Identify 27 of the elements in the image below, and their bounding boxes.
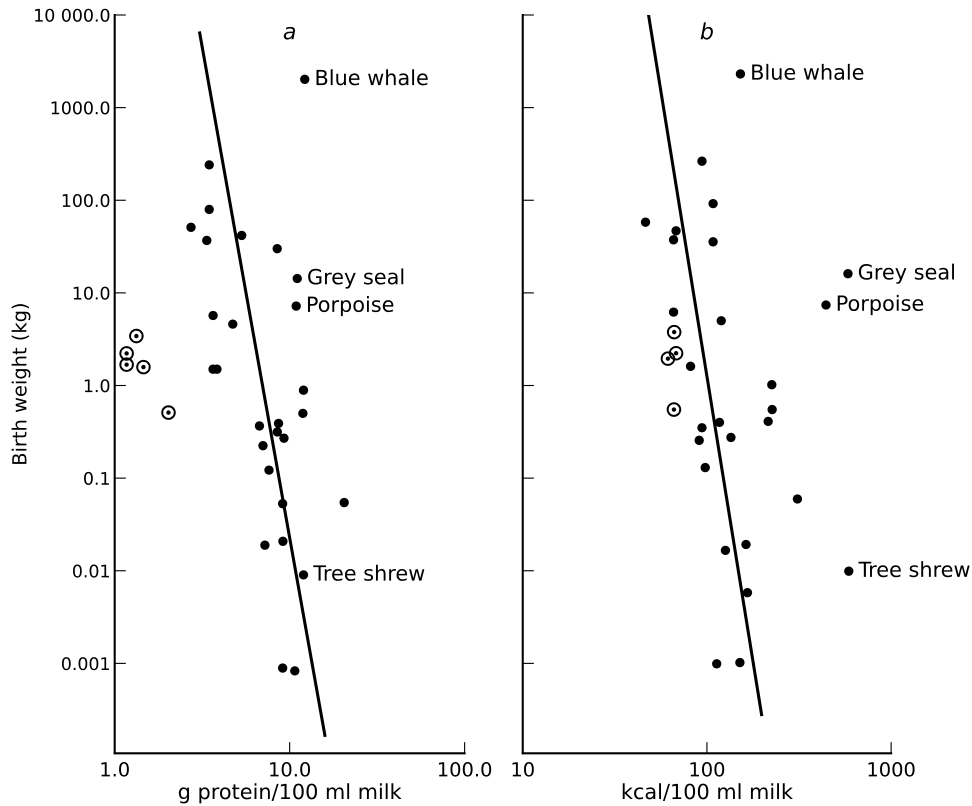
x-axis-title: g protein/100 ml milk	[178, 783, 402, 804]
annotation: Tree shrew	[313, 564, 424, 581]
annotation: Porpoise	[838, 294, 924, 316]
y-tick-label: 10.0	[74, 286, 110, 300]
x-tick-label: 1.0	[101, 762, 129, 777]
y-tick-label: 1.0	[84, 379, 110, 392]
annotation: Blue whale	[752, 64, 864, 80]
x-tick-label: 1000	[868, 762, 915, 777]
y-tick-label: 10 000.0	[35, 8, 110, 22]
annotation: Tree shrew	[858, 561, 970, 578]
chart-title: a	[284, 26, 295, 40]
y-tick-label: 0.1	[84, 472, 109, 485]
x-tick-label: 100	[690, 762, 724, 777]
y-tick-label: 100.0	[62, 194, 110, 208]
annotation: Blue whale	[316, 69, 428, 86]
chart-title: b	[700, 22, 713, 40]
y-tick-label: 1000.0	[52, 101, 110, 114]
x-tick-label: 100.0	[438, 762, 492, 777]
annotation: Grey seal	[858, 264, 954, 284]
x-tick-label: 10.0	[270, 762, 310, 777]
x-tick-label: 10	[512, 762, 534, 777]
annotation: Porpoise	[308, 296, 394, 316]
x-axis-title: kcal/100 ml milk	[622, 783, 793, 801]
y-tick-label: 0.001	[62, 657, 109, 670]
annotation: Grey seal	[308, 268, 404, 289]
y-axis-title: Birth weight (kg)	[12, 304, 30, 464]
y-tick-label: 0.01	[73, 564, 109, 578]
